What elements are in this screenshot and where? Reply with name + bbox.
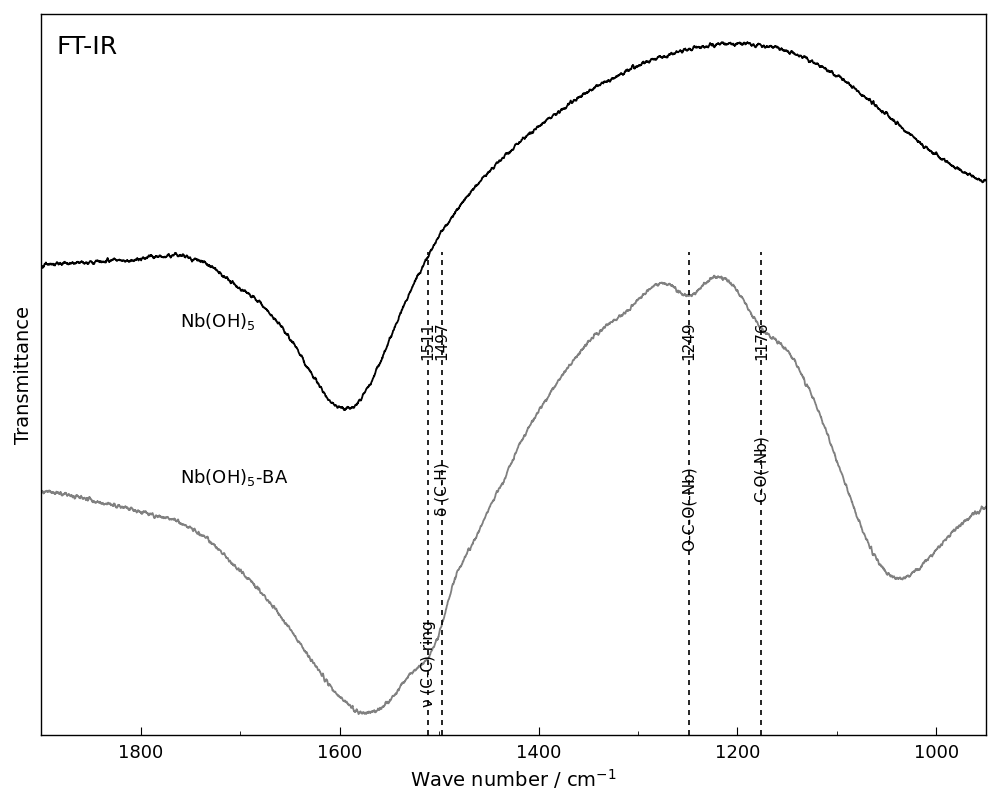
Text: FT-IR: FT-IR xyxy=(56,35,117,59)
Text: δ (C-H): δ (C-H) xyxy=(435,462,450,516)
Text: C-O(-Nb): C-O(-Nb) xyxy=(754,435,769,502)
Text: 1249: 1249 xyxy=(681,322,696,361)
Text: O-C-O(-Nb): O-C-O(-Nb) xyxy=(681,467,696,551)
Text: 1511: 1511 xyxy=(421,322,436,361)
Text: Nb(OH)$_5$: Nb(OH)$_5$ xyxy=(180,311,256,332)
Y-axis label: Transmittance: Transmittance xyxy=(14,306,33,444)
Text: ν (C-C) ring: ν (C-C) ring xyxy=(421,621,436,707)
Text: 1497: 1497 xyxy=(435,322,450,361)
Text: 1176: 1176 xyxy=(754,322,769,361)
Text: Nb(OH)$_5$-BA: Nb(OH)$_5$-BA xyxy=(180,467,289,488)
X-axis label: Wave number / cm$^{-1}$: Wave number / cm$^{-1}$ xyxy=(410,767,617,791)
